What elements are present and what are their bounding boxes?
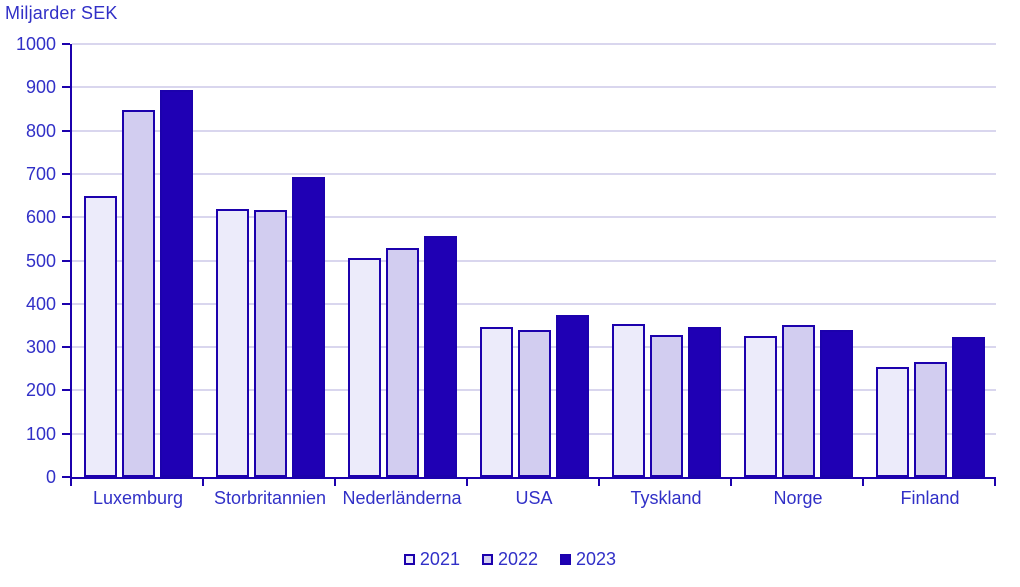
y-tick — [62, 346, 70, 349]
legend-swatch-2023 — [560, 554, 572, 565]
x-category-label-nederl-nderna: Nederländerna — [342, 488, 462, 508]
y-tick-label: 0 — [45, 467, 56, 487]
gridline — [72, 86, 996, 89]
x-category-label-norge: Norge — [773, 488, 823, 508]
legend-label-2021: 2021 — [419, 549, 460, 569]
gridline — [72, 216, 996, 219]
x-tick — [466, 479, 468, 486]
bar-2023-storbritannien — [292, 177, 325, 477]
gridline — [72, 172, 996, 175]
y-tick — [62, 432, 70, 435]
bar-2022-tyskland — [650, 335, 683, 477]
legend-swatch-2021 — [403, 554, 415, 565]
bar-2022-nederl-nderna — [386, 248, 419, 477]
y-tick-label: 600 — [25, 207, 56, 228]
y-tick — [62, 86, 70, 89]
x-category-label-usa: USA — [515, 488, 553, 508]
bar-2021-tyskland — [612, 324, 645, 477]
bar-2022-finland — [914, 362, 947, 477]
bar-2022-luxemburg — [122, 110, 155, 477]
y-tick-label: 100 — [25, 423, 56, 444]
bar-2023-tyskland — [688, 327, 721, 477]
y-tick-label: 1000 — [15, 34, 56, 54]
y-tick-label: 800 — [25, 120, 56, 141]
y-tick-label: 200 — [25, 380, 56, 401]
y-tick — [62, 259, 70, 262]
bar-2021-finland — [876, 367, 909, 477]
legend: 2021 2022 2023 — [0, 549, 1020, 570]
x-tick — [334, 479, 336, 486]
bar-2023-finland — [952, 337, 985, 477]
legend-swatch-2022 — [481, 554, 493, 565]
y-tick — [62, 302, 70, 305]
x-tick — [994, 479, 996, 486]
x-tick — [598, 479, 600, 486]
gridline — [72, 129, 996, 132]
y-tick-label: 300 — [25, 337, 56, 358]
y-tick-label: 400 — [25, 293, 56, 314]
legend-item-2022: 2022 — [481, 549, 539, 570]
y-tick — [62, 43, 70, 45]
bar-2021-norge — [744, 336, 777, 477]
bar-2023-luxemburg — [160, 90, 193, 477]
bar-2023-norge — [820, 330, 853, 477]
y-tick — [62, 389, 70, 392]
bar-2022-norge — [782, 325, 815, 477]
x-category-label-storbritannien: Storbritannien — [213, 488, 327, 508]
gridline — [72, 259, 996, 262]
legend-item-2023: 2023 — [560, 549, 616, 570]
bar-2021-usa — [480, 327, 513, 477]
chart-title: Miljarder SEK — [5, 3, 118, 23]
x-category-label-finland: Finland — [900, 488, 960, 508]
y-axis-line — [70, 44, 72, 479]
y-tick — [62, 476, 70, 478]
x-tick — [862, 479, 864, 486]
bar-2022-storbritannien — [254, 210, 287, 477]
bar-2021-luxemburg — [84, 196, 117, 477]
bar-2021-nederl-nderna — [348, 258, 381, 477]
y-tick-label: 500 — [25, 250, 56, 271]
y-tick — [62, 129, 70, 132]
gridline — [72, 43, 996, 45]
y-tick-label: 900 — [25, 77, 56, 98]
x-tick — [202, 479, 204, 486]
bar-2022-usa — [518, 330, 551, 477]
legend-label-2023: 2023 — [576, 549, 617, 569]
y-tick-label: 700 — [25, 163, 56, 184]
legend-label-2022: 2022 — [497, 549, 539, 569]
legend-item-2021: 2021 — [403, 549, 460, 570]
plot-area — [72, 43, 996, 477]
x-tick — [730, 479, 732, 486]
x-tick — [70, 479, 72, 486]
y-tick — [62, 172, 70, 175]
bar-2023-nederl-nderna — [424, 236, 457, 477]
gridline — [72, 302, 996, 305]
x-category-label-tyskland: Tyskland — [630, 488, 702, 508]
bar-2021-storbritannien — [216, 209, 249, 477]
x-category-label-luxemburg: Luxemburg — [92, 488, 184, 508]
y-tick — [62, 216, 70, 219]
bar-2023-usa — [556, 315, 589, 477]
x-axis-line — [70, 477, 996, 479]
